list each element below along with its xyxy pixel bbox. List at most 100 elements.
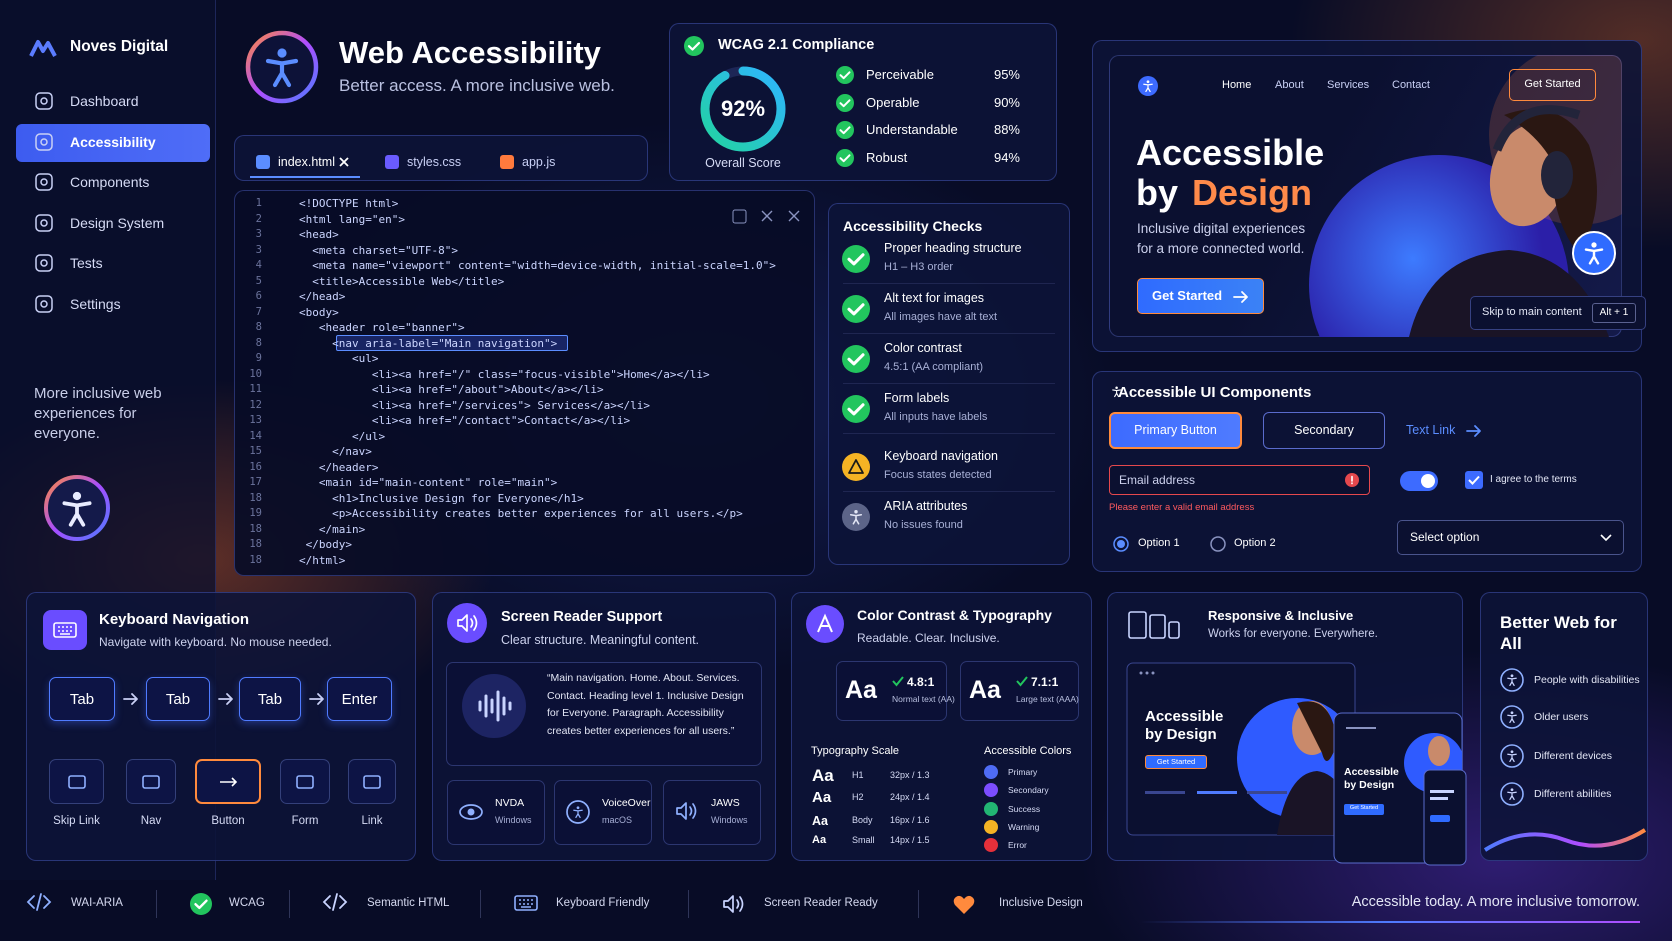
icon-shape — [1421, 474, 1435, 488]
hero-nav-cta[interactable]: Get Started — [1524, 78, 1581, 90]
icon-shape — [1500, 705, 1524, 729]
icon-shape — [1016, 676, 1028, 687]
keyboard-subtitle: Navigate with keyboard. No mouse needed. — [99, 635, 332, 649]
keyboard-panel — [26, 592, 416, 861]
icon-shape — [35, 173, 53, 191]
nav-item[interactable]: Tests — [70, 255, 103, 271]
icon-shape — [470, 615, 478, 631]
icon-shape — [1430, 797, 1448, 800]
sample-level: Large text (AAA) — [1016, 694, 1079, 704]
better-web-title: Better Web for All — [1500, 613, 1617, 653]
icon-shape — [1510, 788, 1514, 792]
secondary-button-bg[interactable] — [1263, 412, 1385, 449]
icon-shape — [1507, 750, 1517, 763]
editor-tab[interactable]: app.js — [522, 155, 556, 169]
reader-platform: Windows — [711, 815, 748, 825]
hero-cta-arrow — [1233, 291, 1248, 303]
key-arrow — [218, 693, 233, 705]
toggle-switch — [1400, 471, 1438, 491]
principle-value: 90% — [993, 94, 1020, 110]
secondary-button[interactable]: Secondary — [1294, 423, 1354, 437]
code-line: <li><a href="/services"> Services</a></l… — [299, 398, 650, 412]
components-title: Accessible UI Components — [1118, 384, 1312, 401]
code-highlight — [336, 335, 568, 351]
reader-icon — [459, 804, 483, 820]
icon-shape — [1346, 727, 1376, 729]
line-number: 13 — [249, 414, 262, 426]
code-line: <h1>Inclusive Design for Everyone</h1> — [299, 491, 584, 505]
radio-label[interactable]: Option 2 — [1234, 537, 1276, 549]
better-web-item: Older users — [1534, 711, 1589, 723]
icon-shape — [761, 210, 773, 222]
select-value: Select option — [1410, 530, 1480, 544]
color-name: Error — [1008, 840, 1027, 851]
icon-shape — [40, 218, 48, 227]
scale-glyph: Aa — [812, 765, 834, 785]
reader-platform: Windows — [495, 815, 532, 825]
line-number: 3 — [255, 243, 262, 256]
footer-badge-icon — [723, 895, 744, 913]
editor-tab[interactable]: index.html — [278, 155, 335, 169]
principle-value: 94% — [993, 149, 1020, 165]
line-number: 17 — [249, 476, 262, 488]
footer-separator — [918, 890, 919, 918]
responsive-subtitle: Works for everyone. Everywhere. — [1208, 628, 1378, 640]
check-divider — [843, 283, 1055, 284]
skip-link[interactable]: Skip to main content — [1482, 306, 1582, 318]
icon-shape — [29, 40, 57, 57]
code-line: <meta name="viewport" content="width=dev… — [299, 259, 776, 272]
footer-badge-icon — [26, 893, 52, 911]
icon-shape — [1510, 674, 1514, 678]
nav-item[interactable]: Accessibility — [70, 133, 156, 150]
editor-tab[interactable]: styles.css — [407, 155, 462, 169]
reader-name: NVDA — [495, 797, 525, 809]
icon-shape — [1507, 711, 1517, 724]
checkbox-label[interactable]: I agree to the terms — [1490, 474, 1577, 485]
code-line: <html lang="en"> — [299, 212, 405, 226]
icon-shape — [218, 693, 233, 705]
nav-item[interactable]: Settings — [70, 295, 121, 312]
icon-shape — [35, 132, 53, 151]
color-swatch — [984, 765, 998, 779]
better-web-item: Different abilities — [1534, 788, 1612, 800]
email-input[interactable] — [1109, 465, 1370, 495]
primary-button-bg[interactable] — [1109, 412, 1242, 449]
hero-cta[interactable]: Get Started — [1152, 288, 1223, 303]
text-link[interactable]: Text Link — [1406, 423, 1456, 437]
icon-shape — [1145, 671, 1149, 675]
icon-shape — [806, 605, 844, 643]
header-logo — [245, 30, 319, 104]
tab-icon — [500, 155, 514, 169]
hero-nav-item[interactable]: Services — [1327, 79, 1370, 91]
contrast-sample — [960, 661, 1079, 721]
text-link-arrow — [1466, 425, 1481, 437]
score-caption: Overall Score — [705, 156, 781, 170]
nav-item[interactable]: Dashboard — [70, 93, 139, 109]
icon-shape — [573, 806, 583, 819]
tablet-cta-bg — [1344, 804, 1384, 815]
icon-shape — [848, 459, 864, 474]
select-box[interactable] — [1397, 520, 1624, 555]
line-number: 1 — [255, 197, 262, 209]
check-divider — [843, 383, 1055, 384]
radio-label[interactable]: Option 1 — [1138, 537, 1180, 549]
principle-name: Understandable — [866, 122, 958, 137]
icon-shape — [256, 155, 270, 169]
icon-shape — [1584, 242, 1604, 265]
footer-tagline: Accessible today. A more inclusive tomor… — [1351, 894, 1640, 910]
hero-nav-item[interactable]: Home — [1222, 79, 1252, 91]
color-swatch — [984, 801, 998, 816]
nav-item[interactable]: Components — [70, 174, 150, 190]
hero-nav-item[interactable]: Contact — [1392, 79, 1430, 91]
icon-shape — [687, 41, 701, 51]
icon-shape — [40, 259, 48, 267]
code-line: <li><a href="/contact">Contact</a></li> — [299, 414, 631, 427]
primary-button[interactable]: Primary Button — [1134, 423, 1217, 437]
focus-target — [49, 759, 104, 804]
hero-nav-item[interactable]: About — [1275, 79, 1304, 91]
reader-tile — [663, 780, 761, 845]
nav-item[interactable]: Design System — [70, 214, 165, 231]
icon-shape — [854, 510, 858, 514]
icon-shape — [842, 453, 870, 481]
line-number: 18 — [249, 522, 262, 535]
